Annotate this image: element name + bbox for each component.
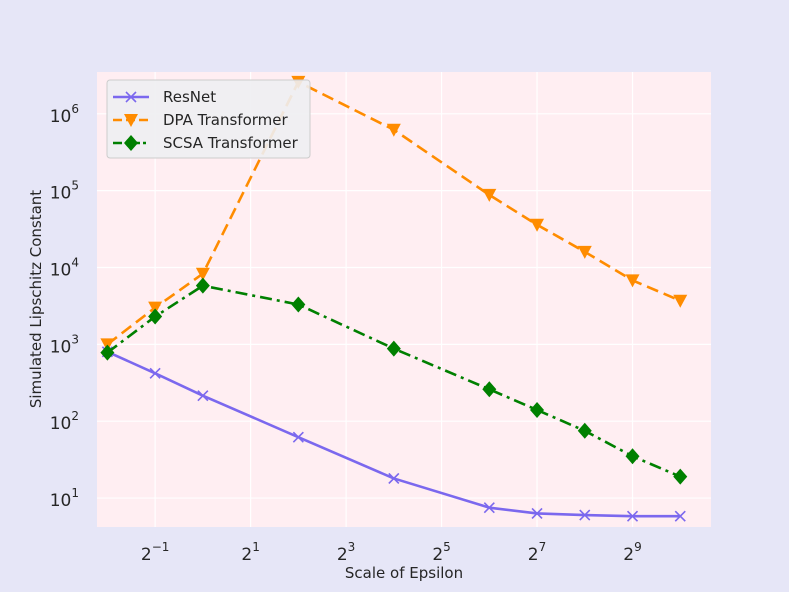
- legend-item: DPA Transformer: [113, 111, 289, 129]
- data-point: [625, 274, 640, 288]
- series-line: [106, 284, 681, 478]
- y-tick-label: 106: [50, 102, 79, 127]
- series-scsa-transformer: [100, 277, 688, 485]
- data-point: [149, 367, 161, 379]
- data-point: [625, 448, 640, 465]
- y-tick-exponent: 5: [71, 179, 79, 193]
- x-tick-exponent: −1: [152, 540, 170, 554]
- y-tick-exponent: 2: [71, 409, 79, 423]
- legend-box: [106, 79, 311, 159]
- x-tick-exponent: 9: [634, 540, 642, 554]
- series-line: [106, 350, 681, 518]
- data-point: [148, 308, 163, 325]
- y-axis-label: Simulated Lipschitz Constant: [27, 190, 45, 408]
- data-point: [100, 344, 115, 361]
- y-tick-base: 10: [50, 184, 72, 204]
- x-tick-exponent: 3: [348, 540, 356, 554]
- data-point: [530, 218, 545, 232]
- data-point: [674, 510, 686, 522]
- data-point: [148, 301, 163, 315]
- x-tick-base: 2: [241, 545, 252, 565]
- data-point: [386, 123, 401, 137]
- data-point: [530, 401, 545, 418]
- y-tick-label: 105: [50, 179, 79, 204]
- legend-label: ResNet: [163, 88, 216, 106]
- legend: ResNet DPA Transformer SCSA Transformer: [106, 79, 311, 159]
- y-tick-exponent: 4: [71, 256, 79, 270]
- legend-label: DPA Transformer: [163, 111, 289, 129]
- y-tick-label: 103: [50, 332, 79, 357]
- data-point: [195, 277, 210, 294]
- legend-label: SCSA Transformer: [163, 134, 299, 152]
- legend-item: SCSA Transformer: [113, 134, 299, 152]
- legend-item: ResNet: [113, 88, 216, 106]
- x-tick-label: 2−1: [141, 540, 170, 565]
- data-point: [579, 509, 591, 521]
- data-point: [673, 468, 688, 485]
- data-point: [292, 431, 304, 443]
- y-tick-base: 10: [50, 261, 72, 281]
- data-point: [626, 510, 639, 522]
- data-point: [482, 188, 497, 202]
- x-tick-exponent: 1: [252, 540, 260, 554]
- x-tick-exponent: 5: [443, 540, 451, 554]
- series-dpa-transformer: [100, 75, 688, 352]
- y-tick-base: 10: [50, 414, 72, 434]
- x-tick-base: 2: [623, 545, 634, 565]
- y-tick-exponent: 6: [71, 102, 79, 116]
- x-tick-base: 2: [528, 545, 539, 565]
- x-tick-label: 21: [241, 540, 259, 565]
- y-tick-exponent: 1: [71, 486, 79, 500]
- y-tick-base: 10: [50, 337, 72, 357]
- x-tick-base: 2: [432, 545, 443, 565]
- data-point: [386, 340, 401, 357]
- series-line: [106, 80, 681, 346]
- data-point: [197, 390, 209, 402]
- x-axis-label: Scale of Epsilon: [345, 564, 463, 582]
- data-point: [577, 245, 592, 259]
- legend-marker: [124, 135, 138, 151]
- y-tick-label: 104: [50, 256, 79, 281]
- y-tick-base: 10: [50, 107, 72, 127]
- x-tick-label: 27: [528, 540, 546, 565]
- data-point: [388, 472, 400, 484]
- x-tick-label: 25: [432, 540, 450, 565]
- data-point: [483, 502, 495, 514]
- data-point: [577, 422, 592, 439]
- x-tick-label: 29: [623, 540, 641, 565]
- data-point: [531, 507, 543, 520]
- x-tick-exponent: 7: [539, 540, 547, 554]
- data-point: [482, 381, 497, 398]
- legend-marker: [124, 114, 138, 127]
- y-tick-exponent: 3: [71, 332, 79, 346]
- x-tick-label: 23: [337, 540, 355, 565]
- x-tick-base: 2: [141, 545, 152, 565]
- data-point: [673, 294, 688, 308]
- x-tick-base: 2: [337, 545, 348, 565]
- y-tick-label: 102: [50, 409, 79, 434]
- legend-marker: [125, 91, 137, 103]
- series-layer: [100, 75, 688, 522]
- y-tick-base: 10: [50, 491, 72, 511]
- data-point: [291, 296, 306, 313]
- y-tick-label: 101: [50, 486, 79, 511]
- data-point: [195, 267, 210, 281]
